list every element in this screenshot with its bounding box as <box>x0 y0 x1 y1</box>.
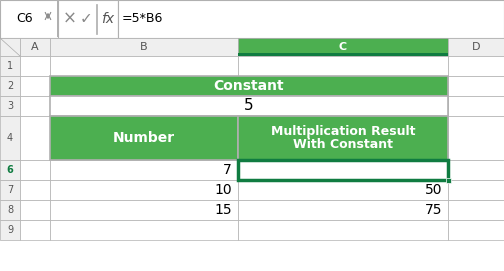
Bar <box>50 96 448 116</box>
Text: Multiplication Result: Multiplication Result <box>271 124 415 137</box>
Text: 2: 2 <box>7 81 13 91</box>
Bar <box>50 96 238 116</box>
Text: 7: 7 <box>223 163 232 177</box>
Text: 35: 35 <box>424 163 442 177</box>
Bar <box>50 220 238 240</box>
Text: =5*B6: =5*B6 <box>122 12 163 25</box>
Text: 4: 4 <box>7 133 13 143</box>
Text: B: B <box>140 42 148 52</box>
Bar <box>238 116 448 160</box>
Bar <box>0 116 20 160</box>
Text: 8: 8 <box>7 205 13 215</box>
Bar <box>50 76 448 96</box>
Bar <box>448 220 504 240</box>
Text: 9: 9 <box>7 225 13 235</box>
Text: C6: C6 <box>17 12 33 25</box>
Text: Constant: Constant <box>214 79 284 93</box>
Bar <box>96 4 97 34</box>
Bar <box>20 220 50 240</box>
Bar <box>50 76 238 96</box>
Bar <box>20 160 50 180</box>
Bar <box>238 220 448 240</box>
Bar <box>20 116 50 160</box>
Text: 10: 10 <box>214 183 232 197</box>
Bar <box>0 180 20 200</box>
Text: fx: fx <box>101 12 114 26</box>
Text: 3: 3 <box>7 101 13 111</box>
Bar <box>0 38 20 56</box>
Bar <box>448 200 504 220</box>
Bar <box>238 116 448 160</box>
Bar <box>448 180 504 200</box>
Bar <box>238 38 448 56</box>
Bar <box>50 200 238 220</box>
Bar <box>0 56 20 76</box>
Bar <box>238 96 448 116</box>
Text: 75: 75 <box>424 203 442 217</box>
Bar <box>20 180 50 200</box>
Bar <box>448 76 504 96</box>
Bar <box>118 0 504 38</box>
Text: A: A <box>31 42 39 52</box>
Bar <box>0 160 20 180</box>
Bar <box>50 160 238 180</box>
Text: D: D <box>472 42 480 52</box>
Bar <box>238 160 448 180</box>
Bar <box>58 0 118 38</box>
Bar <box>50 56 238 76</box>
Text: 50: 50 <box>424 183 442 197</box>
Bar <box>238 76 448 96</box>
Bar <box>20 200 50 220</box>
Bar <box>446 178 451 182</box>
Text: C: C <box>339 42 347 52</box>
Text: 1: 1 <box>7 61 13 71</box>
Bar <box>238 200 448 220</box>
Text: 5: 5 <box>244 98 254 114</box>
Text: 7: 7 <box>7 185 13 195</box>
Text: 15: 15 <box>214 203 232 217</box>
Bar <box>20 76 50 96</box>
Bar <box>57 1 58 37</box>
Bar <box>448 116 504 160</box>
Bar <box>0 200 20 220</box>
Bar <box>0 76 20 96</box>
Bar <box>50 116 238 160</box>
Bar <box>238 180 448 200</box>
Bar <box>50 116 238 160</box>
Bar <box>0 220 20 240</box>
Bar <box>238 160 448 180</box>
Bar <box>50 180 238 200</box>
Bar <box>20 96 50 116</box>
Bar <box>448 96 504 116</box>
Bar <box>448 56 504 76</box>
Text: With Constant: With Constant <box>293 138 393 151</box>
Bar <box>238 56 448 76</box>
Bar <box>0 96 20 116</box>
Bar <box>50 38 238 56</box>
Text: 6: 6 <box>7 165 14 175</box>
Bar <box>20 38 50 56</box>
Bar <box>448 38 504 56</box>
Text: ✓: ✓ <box>80 11 92 27</box>
Bar <box>0 0 58 38</box>
Text: ×: × <box>63 10 77 28</box>
Bar <box>20 56 50 76</box>
Text: Number: Number <box>113 131 175 145</box>
Bar <box>238 53 448 56</box>
Bar <box>448 160 504 180</box>
